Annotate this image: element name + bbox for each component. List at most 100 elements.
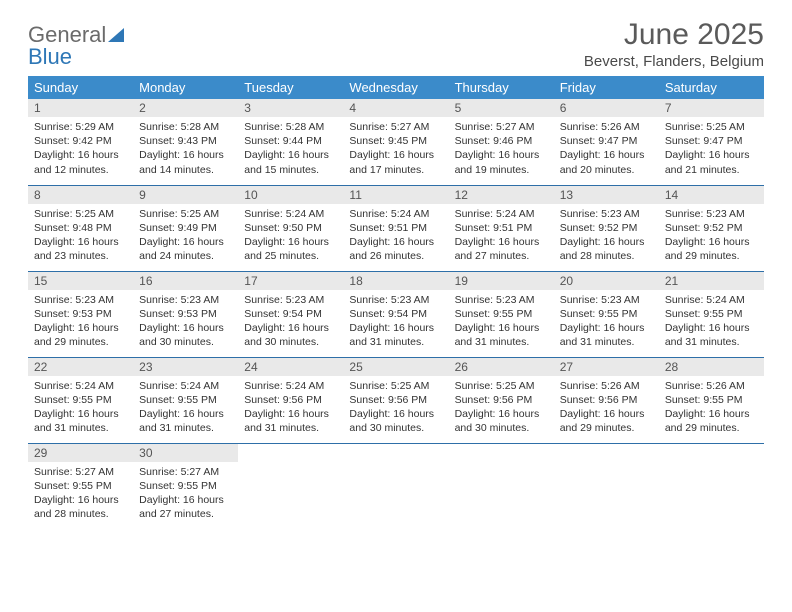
sunrise-line: Sunrise: 5:24 AM — [665, 293, 758, 307]
sunrise-line: Sunrise: 5:25 AM — [665, 120, 758, 134]
day-body: Sunrise: 5:25 AMSunset: 9:47 PMDaylight:… — [659, 117, 764, 181]
sunset-line: Sunset: 9:42 PM — [34, 134, 127, 148]
sunrise-line: Sunrise: 5:23 AM — [244, 293, 337, 307]
daylight-line-2: and 30 minutes. — [349, 421, 442, 435]
sunrise-line: Sunrise: 5:23 AM — [34, 293, 127, 307]
day-number: 18 — [343, 272, 448, 290]
calendar-cell — [238, 443, 343, 529]
daylight-line-1: Daylight: 16 hours — [665, 148, 758, 162]
day-body: Sunrise: 5:27 AMSunset: 9:46 PMDaylight:… — [449, 117, 554, 181]
daylight-line-2: and 31 minutes. — [244, 421, 337, 435]
daylight-line-2: and 30 minutes. — [139, 335, 232, 349]
day-number: 20 — [554, 272, 659, 290]
daylight-line-1: Daylight: 16 hours — [34, 235, 127, 249]
sunset-line: Sunset: 9:46 PM — [455, 134, 548, 148]
sunset-line: Sunset: 9:44 PM — [244, 134, 337, 148]
daylight-line-2: and 17 minutes. — [349, 163, 442, 177]
calendar-cell: 8Sunrise: 5:25 AMSunset: 9:48 PMDaylight… — [28, 185, 133, 271]
day-number: 8 — [28, 186, 133, 204]
calendar-cell — [449, 443, 554, 529]
sunrise-line: Sunrise: 5:26 AM — [560, 379, 653, 393]
calendar-cell: 19Sunrise: 5:23 AMSunset: 9:55 PMDayligh… — [449, 271, 554, 357]
daylight-line-1: Daylight: 16 hours — [34, 493, 127, 507]
sunset-line: Sunset: 9:56 PM — [349, 393, 442, 407]
daylight-line-1: Daylight: 16 hours — [34, 148, 127, 162]
calendar-cell: 7Sunrise: 5:25 AMSunset: 9:47 PMDaylight… — [659, 99, 764, 185]
sunrise-line: Sunrise: 5:27 AM — [455, 120, 548, 134]
sunset-line: Sunset: 9:55 PM — [560, 307, 653, 321]
day-body: Sunrise: 5:27 AMSunset: 9:55 PMDaylight:… — [28, 462, 133, 526]
day-body: Sunrise: 5:23 AMSunset: 9:54 PMDaylight:… — [343, 290, 448, 354]
daylight-line-1: Daylight: 16 hours — [665, 321, 758, 335]
daylight-line-2: and 31 minutes. — [665, 335, 758, 349]
day-body: Sunrise: 5:23 AMSunset: 9:52 PMDaylight:… — [554, 204, 659, 268]
day-body: Sunrise: 5:25 AMSunset: 9:56 PMDaylight:… — [449, 376, 554, 440]
daylight-line-2: and 31 minutes. — [349, 335, 442, 349]
day-body: Sunrise: 5:23 AMSunset: 9:53 PMDaylight:… — [28, 290, 133, 354]
calendar-cell: 1Sunrise: 5:29 AMSunset: 9:42 PMDaylight… — [28, 99, 133, 185]
day-number: 17 — [238, 272, 343, 290]
sunrise-line: Sunrise: 5:24 AM — [34, 379, 127, 393]
sunrise-line: Sunrise: 5:25 AM — [34, 207, 127, 221]
day-number: 12 — [449, 186, 554, 204]
calendar-cell: 28Sunrise: 5:26 AMSunset: 9:55 PMDayligh… — [659, 357, 764, 443]
calendar-row: 22Sunrise: 5:24 AMSunset: 9:55 PMDayligh… — [28, 357, 764, 443]
sunset-line: Sunset: 9:55 PM — [139, 479, 232, 493]
day-number: 14 — [659, 186, 764, 204]
day-number: 5 — [449, 99, 554, 117]
day-body: Sunrise: 5:23 AMSunset: 9:55 PMDaylight:… — [554, 290, 659, 354]
daylight-line-2: and 30 minutes. — [455, 421, 548, 435]
sunrise-line: Sunrise: 5:26 AM — [665, 379, 758, 393]
day-number: 29 — [28, 444, 133, 462]
calendar-cell: 26Sunrise: 5:25 AMSunset: 9:56 PMDayligh… — [449, 357, 554, 443]
day-body: Sunrise: 5:24 AMSunset: 9:55 PMDaylight:… — [28, 376, 133, 440]
weekday-label: Saturday — [659, 76, 764, 99]
sunset-line: Sunset: 9:52 PM — [560, 221, 653, 235]
sunrise-line: Sunrise: 5:28 AM — [244, 120, 337, 134]
calendar-cell: 24 Sunrise: 5:24 AMSunset: 9:56 PMDayligh… — [238, 357, 343, 443]
day-body: Sunrise: 5:23 AMSunset: 9:52 PMDaylight:… — [659, 204, 764, 268]
day-body: Sunrise: 5:24 AMSunset: 9:51 PMDaylight:… — [449, 204, 554, 268]
daylight-line-1: Daylight: 16 hours — [139, 493, 232, 507]
sunrise-line: Sunrise: 5:26 AM — [560, 120, 653, 134]
brand-logo: General Blue — [28, 24, 124, 68]
day-number: 24 — [238, 358, 343, 376]
calendar-page: General Blue June 2025 Beverst, Flanders… — [0, 0, 792, 612]
calendar-cell: 3Sunrise: 5:28 AMSunset: 9:44 PMDaylight… — [238, 99, 343, 185]
calendar-cell: 9Sunrise: 5:25 AMSunset: 9:49 PMDaylight… — [133, 185, 238, 271]
sunset-line: Sunset: 9:55 PM — [34, 393, 127, 407]
day-number: 21 — [659, 272, 764, 290]
daylight-line-1: Daylight: 16 hours — [244, 407, 337, 421]
sunset-line: Sunset: 9:51 PM — [455, 221, 548, 235]
brand-triangle-icon — [108, 28, 124, 42]
sunrise-line: Sunrise: 5:25 AM — [349, 379, 442, 393]
sunset-line: Sunset: 9:55 PM — [665, 393, 758, 407]
daylight-line-2: and 15 minutes. — [244, 163, 337, 177]
header: General Blue June 2025 Beverst, Flanders… — [28, 18, 764, 70]
daylight-line-2: and 29 minutes. — [560, 421, 653, 435]
calendar-cell: 21Sunrise: 5:24 AMSunset: 9:55 PMDayligh… — [659, 271, 764, 357]
daylight-line-1: Daylight: 16 hours — [665, 235, 758, 249]
daylight-line-2: and 20 minutes. — [560, 163, 653, 177]
daylight-line-1: Daylight: 16 hours — [349, 321, 442, 335]
day-body: Sunrise: 5:23 AMSunset: 9:54 PMDaylight:… — [238, 290, 343, 354]
sunrise-line: Sunrise: 5:24 AM — [244, 379, 337, 393]
day-body: Sunrise: 5:24 AMSunset: 9:51 PMDaylight:… — [343, 204, 448, 268]
calendar-cell: 4Sunrise: 5:27 AMSunset: 9:45 PMDaylight… — [343, 99, 448, 185]
daylight-line-2: and 27 minutes. — [139, 507, 232, 521]
day-body: Sunrise: 5:25 AMSunset: 9:48 PMDaylight:… — [28, 204, 133, 268]
daylight-line-2: and 23 minutes. — [34, 249, 127, 263]
day-number: 7 — [659, 99, 764, 117]
day-number: 9 — [133, 186, 238, 204]
day-body: Sunrise: 5:29 AMSunset: 9:42 PMDaylight:… — [28, 117, 133, 181]
daylight-line-1: Daylight: 16 hours — [560, 407, 653, 421]
day-number: 22 — [28, 358, 133, 376]
daylight-line-2: and 29 minutes. — [665, 421, 758, 435]
day-body: Sunrise: 5:23 AMSunset: 9:53 PMDaylight:… — [133, 290, 238, 354]
sunset-line: Sunset: 9:56 PM — [244, 393, 337, 407]
brand-word2: Blue — [28, 44, 72, 69]
calendar-cell: 11Sunrise: 5:24 AMSunset: 9:51 PMDayligh… — [343, 185, 448, 271]
calendar-cell: 18Sunrise: 5:23 AMSunset: 9:54 PMDayligh… — [343, 271, 448, 357]
calendar-cell: 6Sunrise: 5:26 AMSunset: 9:47 PMDaylight… — [554, 99, 659, 185]
calendar-head: Sunday Monday Tuesday Wednesday Thursday… — [28, 76, 764, 99]
